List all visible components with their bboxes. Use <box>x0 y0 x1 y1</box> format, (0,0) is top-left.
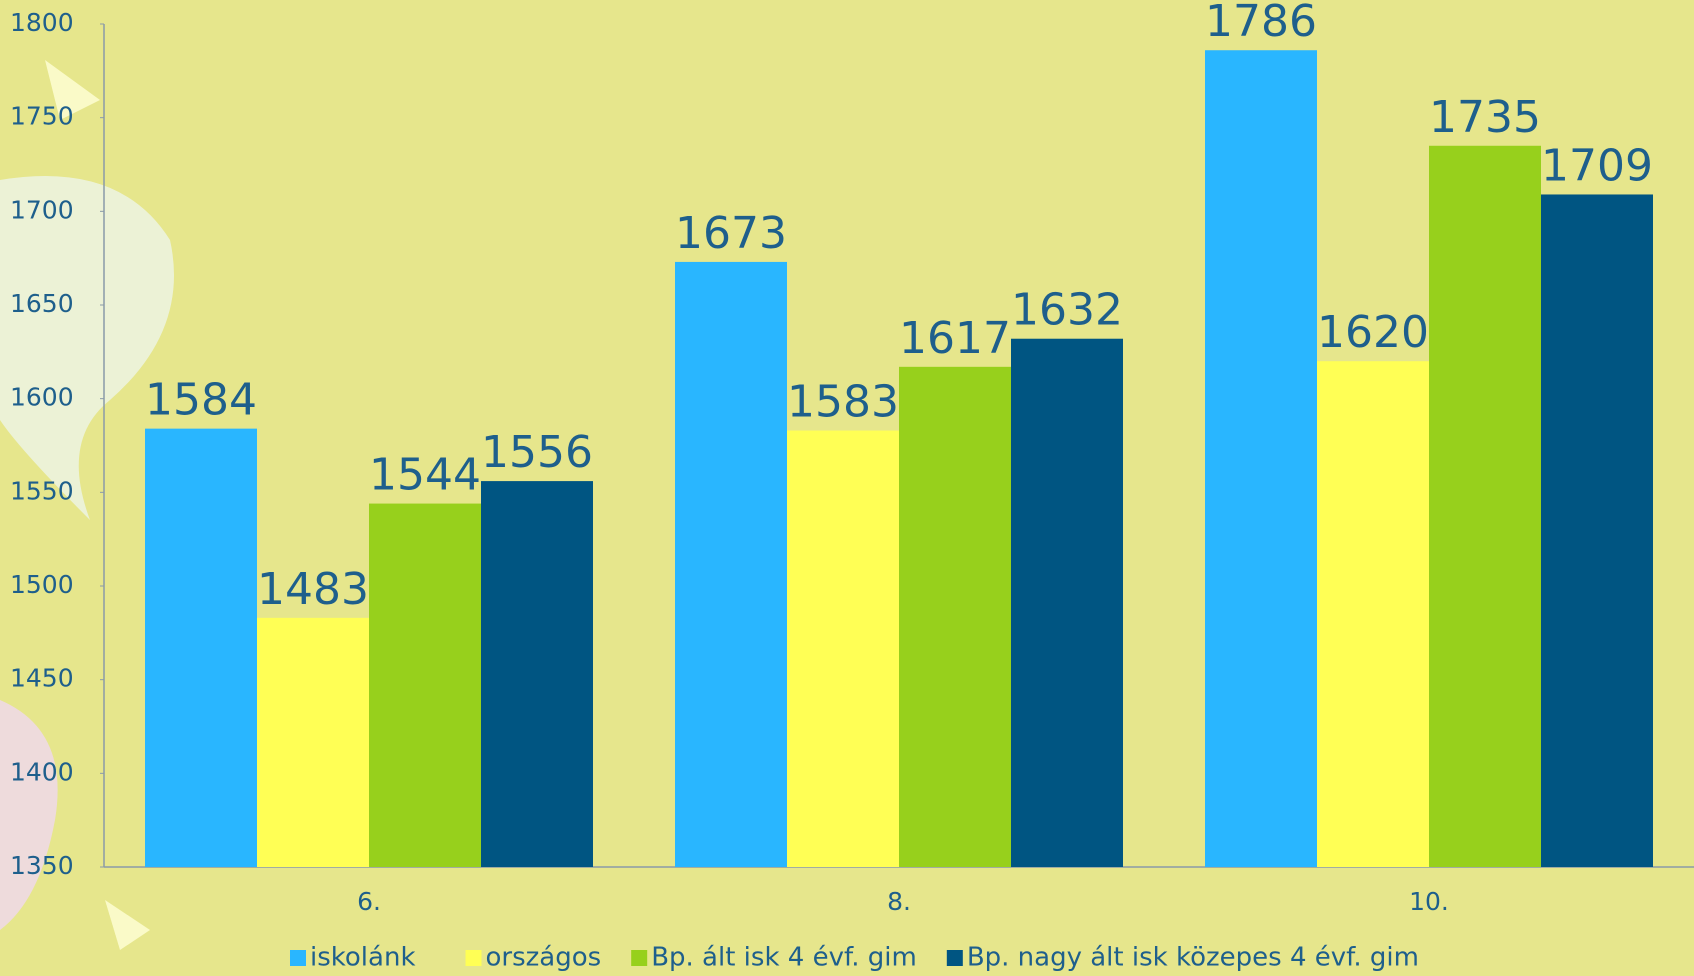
value-label: 1556 <box>481 427 593 478</box>
y-tick-label: 1700 <box>10 195 74 224</box>
y-tick-label: 1800 <box>10 8 74 37</box>
value-label: 1617 <box>899 313 1011 364</box>
value-label: 1483 <box>257 564 369 615</box>
x-tick-label: 10. <box>1409 887 1449 916</box>
value-label: 1735 <box>1429 92 1541 143</box>
y-tick-label: 1500 <box>10 570 74 599</box>
legend-label: Bp. nagy ált isk közepes 4 évf. gim <box>967 943 1419 973</box>
y-tick-label: 1750 <box>10 102 74 131</box>
bar <box>787 431 899 867</box>
legend-label: Bp. ált isk 4 évf. gim <box>651 943 917 973</box>
bar <box>481 481 593 867</box>
bar <box>1011 339 1123 867</box>
bar <box>1317 361 1429 867</box>
value-label: 1709 <box>1541 140 1653 191</box>
legend-swatch <box>290 950 306 966</box>
value-label: 1584 <box>145 375 257 426</box>
bar <box>1205 50 1317 867</box>
bar <box>1541 194 1653 867</box>
legend-label: iskolánk <box>310 943 416 973</box>
value-label: 1583 <box>787 377 899 428</box>
bar <box>899 367 1011 867</box>
legend-label: országos <box>486 943 602 973</box>
bar <box>257 618 369 867</box>
y-tick-label: 1400 <box>10 757 74 786</box>
legend-swatch <box>947 950 963 966</box>
legend-swatch <box>466 950 482 966</box>
bar <box>1429 146 1541 867</box>
y-tick-label: 1350 <box>10 851 74 880</box>
x-tick-label: 8. <box>887 887 911 916</box>
chart: 1350 1400 1450 1500 1550 1600 1650 1700 1750 1800… <box>0 0 1694 976</box>
bar <box>145 429 257 867</box>
value-label: 1544 <box>369 450 481 501</box>
bar <box>369 504 481 867</box>
y-tick-label: 1550 <box>10 476 74 505</box>
y-tick-label: 1450 <box>10 664 74 693</box>
y-tick-label: 1600 <box>10 383 74 412</box>
legend-swatch <box>631 950 647 966</box>
x-tick-label: 6. <box>357 887 381 916</box>
value-label: 1673 <box>675 208 787 259</box>
value-label: 1632 <box>1011 285 1123 336</box>
bar <box>675 262 787 867</box>
y-tick-label: 1650 <box>10 289 74 318</box>
value-label: 1620 <box>1317 307 1429 358</box>
value-label: 1786 <box>1205 0 1317 47</box>
